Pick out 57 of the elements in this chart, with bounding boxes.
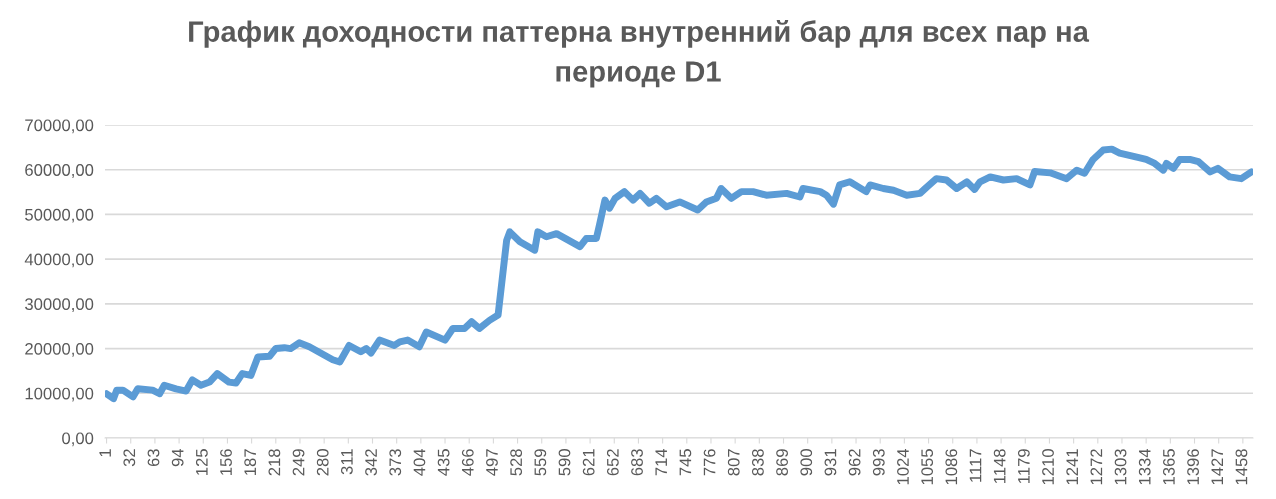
y-tick-label: 10000,00	[25, 387, 94, 402]
x-tick-label: 900	[800, 449, 813, 476]
x-tick-label: 1396	[1187, 449, 1199, 485]
x-tick-label: 373	[389, 449, 402, 476]
x-tick-label: 1148	[993, 449, 1006, 483]
x-tick-label: 187	[244, 449, 257, 475]
x-tick-label: 1055	[921, 449, 934, 485]
x-tick-label: 528	[510, 449, 523, 476]
x-tick-label: 497	[486, 449, 498, 476]
chart-title: График доходности паттерна внутренний бар для всех пар на периоде D1	[189, 19, 1090, 88]
x-tick-label: 249	[292, 449, 305, 476]
y-tick-label: 20000,00	[25, 342, 94, 357]
x-tick-label: 652	[606, 449, 619, 476]
x-tick-label: 714	[655, 448, 667, 476]
x-tick-label: 32	[123, 449, 136, 467]
y-tick-label: 60000,00	[25, 164, 94, 178]
x-tick-label: 1210	[1042, 449, 1054, 485]
x-tick-label: 931	[824, 449, 837, 476]
x-tick-label: 962	[848, 449, 861, 476]
x-tick-label: 838	[752, 449, 764, 476]
x-tick-label: 1303	[1114, 449, 1127, 485]
x-tick-label: 342	[365, 449, 377, 476]
y-tick-label: 0,00	[62, 432, 94, 447]
x-tick-label: 404	[413, 448, 426, 476]
x-tick-label: 1	[99, 449, 111, 457]
x-tick-label: 435	[437, 449, 450, 476]
x-tick-label: 1272	[1090, 449, 1103, 485]
x-tick-label: 776	[703, 449, 716, 476]
x-tick-label: 869	[776, 449, 788, 476]
x-tick-label: 807	[727, 449, 740, 476]
x-tick-label: 1458	[1235, 449, 1248, 485]
y-tick-label: 30000,00	[25, 298, 94, 313]
x-tick-label: 311	[341, 449, 353, 475]
x-tick-label: 280	[316, 449, 329, 476]
x-tick-label: 1179	[1017, 449, 1030, 483]
x-tick-label: 590	[558, 449, 571, 476]
x-tick-label: 466	[461, 449, 474, 476]
x-tick-label: 1241	[1066, 449, 1078, 485]
x-tick-label: 94	[171, 448, 184, 467]
x-tick-label: 1024	[897, 448, 909, 485]
x-tick-label: 1334	[1138, 448, 1151, 485]
y-tick-label: 50000,00	[25, 208, 94, 223]
x-tick-label: 1427	[1211, 449, 1223, 485]
x-tick-label: 63	[147, 449, 160, 467]
x-tick-label: 745	[679, 449, 692, 476]
y-tick-label: 40000,00	[24, 253, 94, 268]
x-tick-label: 683	[631, 449, 643, 476]
x-tick-label: 1365	[1163, 449, 1175, 485]
x-tick-label: 218	[268, 449, 281, 476]
x-tick-label: 993	[872, 449, 885, 476]
x-tick-label: 1117	[969, 449, 982, 482]
x-tick-label: 621	[582, 449, 595, 476]
x-tick-label: 1086	[945, 449, 958, 485]
y-tick-label: 70000,00	[25, 119, 94, 134]
x-tick-label: 559	[534, 449, 547, 476]
x-tick-label: 125	[195, 449, 208, 475]
x-tick-label: 156	[220, 449, 232, 475]
